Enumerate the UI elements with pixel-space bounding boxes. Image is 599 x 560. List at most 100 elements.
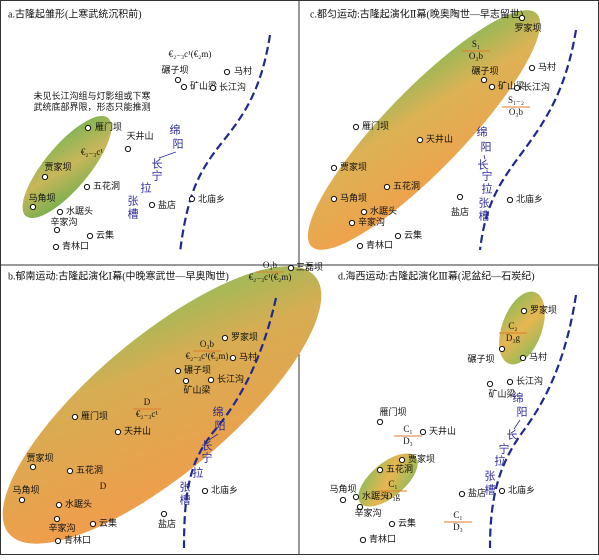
trough-label: 长: [202, 440, 213, 453]
place-marker: [394, 232, 402, 240]
place-label: 云集: [398, 517, 416, 528]
place-label: 马角坝: [12, 484, 39, 495]
unit-top: O₃b: [200, 339, 215, 349]
place-marker: [352, 123, 360, 131]
unit-top: O₃b: [263, 260, 278, 270]
unit-label: D: [100, 481, 107, 491]
place-marker: [180, 83, 188, 91]
place-label: 贾家坝: [44, 161, 71, 172]
place-label: 青林口: [64, 534, 91, 545]
place-marker: [89, 520, 97, 528]
place-marker: [174, 76, 182, 84]
panel-title: c.都匀运动:古隆起演化Ⅱ幕(晚奥陶世—早志留世): [310, 7, 523, 20]
place-label: 盐店: [158, 199, 176, 210]
place-label: 辛家沟: [48, 522, 75, 533]
place-label: 青林口: [62, 240, 89, 251]
panel-title: a.古隆起雏形(上寒武统沉积前): [8, 7, 142, 20]
place-label: 北庙乡: [211, 484, 238, 495]
place-marker: [54, 537, 62, 545]
place-marker: [359, 536, 367, 544]
uplift-area: [358, 453, 418, 507]
place-label: 马村: [234, 65, 252, 76]
place-marker: [520, 307, 528, 315]
unit-top: S₁₋₂: [508, 95, 524, 105]
place-marker: [456, 193, 464, 201]
unit-top: S₁: [472, 39, 480, 49]
place-marker: [53, 226, 61, 234]
place-marker: [53, 515, 61, 523]
place-label: 云集: [99, 517, 117, 528]
place-marker: [339, 496, 347, 504]
place-label: 长江沟: [219, 81, 246, 92]
place-label: 云集: [96, 229, 114, 240]
place-marker: [18, 496, 26, 504]
trough-label: 宁: [482, 169, 493, 183]
fault-line: [478, 29, 578, 251]
trough-label: 阳: [173, 138, 184, 151]
unit-bottom: D₃g: [506, 333, 521, 343]
place-marker: [55, 501, 63, 509]
place-marker: [513, 84, 521, 92]
place-label: 罗家坝: [231, 331, 258, 342]
trough-separator: [158, 151, 177, 159]
trough-label: 绵: [213, 405, 224, 419]
place-label: 五花洞: [393, 180, 420, 191]
place-marker: [528, 64, 536, 72]
place-label: 水踞头: [65, 498, 92, 509]
place-marker: [498, 345, 506, 353]
trough-label: 槽: [128, 208, 139, 221]
unit-bottom: D₃g: [386, 491, 401, 501]
place-marker: [383, 183, 391, 191]
unit-bottom: €₂₋₃c¹(€₂m): [249, 272, 292, 282]
place-label: 雁门坝: [81, 410, 108, 421]
place-label: 马角坝: [329, 483, 356, 494]
place-label: 水踞头: [362, 490, 389, 501]
place-label: 马角坝: [340, 192, 367, 203]
trough-label: 阳: [481, 141, 492, 154]
place-label: 碾子坝: [467, 354, 494, 364]
place-marker: [221, 334, 229, 342]
place-marker: [376, 466, 384, 474]
place-label: 矿山梁: [190, 80, 217, 91]
place-label: 碾子坝: [161, 65, 188, 75]
faults: [178, 29, 578, 549]
place-marker: [356, 242, 364, 250]
place-marker: [66, 467, 74, 475]
place-marker: [480, 76, 488, 84]
place-label: 天井山: [426, 133, 453, 144]
unit-bottom: O₃b: [469, 51, 484, 61]
note: 未见长江沟组与灯影组或下寒: [33, 90, 150, 101]
place-marker: [506, 196, 514, 204]
place-marker: [352, 493, 360, 501]
place-marker: [160, 510, 168, 518]
place-marker: [348, 219, 356, 227]
place-label: 马村: [239, 351, 257, 362]
place-label: 水踞头: [66, 205, 93, 216]
unit-top: C₁: [453, 510, 462, 520]
place-marker: [488, 83, 496, 91]
fault-line: [488, 294, 578, 549]
place-marker: [223, 68, 231, 76]
place-marker: [174, 367, 182, 375]
place-label: 青林口: [369, 533, 396, 544]
place-marker: [518, 14, 526, 22]
trough-label: 绵: [170, 123, 181, 137]
place-marker: [29, 203, 37, 211]
uplift-area: [307, 10, 541, 250]
place-marker: [398, 456, 406, 464]
place-marker: [506, 378, 514, 386]
panel-title: b.郁南运动:古隆起演化Ⅰ幕(中晚寒武世—早奥陶世): [8, 269, 229, 282]
place-label: 盐店: [158, 518, 176, 529]
place-label: 雁门坝: [95, 121, 122, 132]
place-label: 五花洞: [386, 463, 413, 474]
place-label: 碾子坝: [184, 365, 211, 375]
place-marker: [419, 428, 427, 436]
place-label: 辛家沟: [358, 216, 385, 227]
unit-bottom: O₃b: [509, 107, 524, 117]
place-marker: [356, 503, 364, 511]
place-label: 北庙乡: [198, 193, 225, 204]
uplift-area: [499, 291, 545, 365]
place-marker: [41, 173, 49, 181]
trough-label: 张: [128, 195, 139, 208]
place-label: 北庙乡: [508, 484, 535, 495]
